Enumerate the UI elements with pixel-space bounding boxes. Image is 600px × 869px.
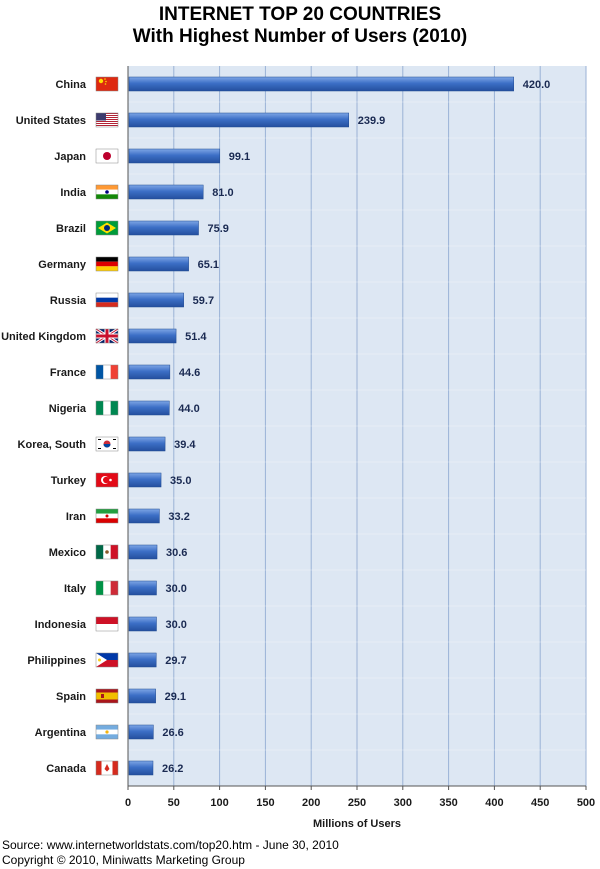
bar-value-label: 26.2 <box>162 763 183 775</box>
x-tick-label: 350 <box>439 797 457 809</box>
flag-united-states-icon <box>95 112 119 128</box>
x-tick-label: 0 <box>125 797 131 809</box>
bar <box>128 652 157 668</box>
bar <box>128 580 157 596</box>
flag-iran-icon <box>95 508 119 524</box>
category-label: France <box>50 367 86 379</box>
bar <box>128 616 157 632</box>
bar <box>128 76 514 92</box>
bar-value-label: 51.4 <box>185 331 207 343</box>
bar-value-label: 39.4 <box>174 439 196 451</box>
chart-title-block: INTERNET TOP 20 COUNTRIES With Highest N… <box>0 4 600 48</box>
chart-title: INTERNET TOP 20 COUNTRIES <box>158 4 442 25</box>
flag-indonesia-icon <box>95 616 119 632</box>
category-label: Korea, South <box>18 439 87 451</box>
flag-italy-icon <box>95 580 119 596</box>
flag-brazil-icon <box>95 220 119 236</box>
category-label: United Kingdom <box>1 331 86 343</box>
bar-value-label: 44.0 <box>178 403 199 415</box>
x-tick-label: 200 <box>302 797 320 809</box>
flag-nigeria-icon <box>95 400 119 416</box>
bar-value-label: 44.6 <box>179 367 200 379</box>
category-label: Spain <box>56 691 86 703</box>
x-tick-label: 500 <box>577 797 595 809</box>
bar-value-label: 33.2 <box>168 511 189 523</box>
category-label: Japan <box>54 151 86 163</box>
x-tick-label: 100 <box>210 797 228 809</box>
bar-value-label: 59.7 <box>193 295 214 307</box>
flag-philippines-icon <box>95 652 119 668</box>
bar <box>128 292 184 308</box>
x-tick-label: 250 <box>348 797 366 809</box>
bar <box>128 724 154 740</box>
category-label: Mexico <box>49 547 87 559</box>
flag-russia-icon <box>95 292 119 308</box>
category-label: Germany <box>38 259 87 271</box>
bar-value-label: 30.6 <box>166 547 187 559</box>
bar <box>128 184 204 200</box>
category-label: China <box>55 79 86 91</box>
bar-value-label: 99.1 <box>229 151 250 163</box>
category-label: Philippines <box>27 655 86 667</box>
bar <box>128 400 170 416</box>
bar-value-label: 75.9 <box>208 223 229 235</box>
category-label: Nigeria <box>49 403 87 415</box>
x-tick-label: 300 <box>394 797 412 809</box>
category-label: Brazil <box>56 223 86 235</box>
flag-argentina-icon <box>95 724 119 740</box>
category-label: Turkey <box>51 475 87 487</box>
source-note: Source: www.internetworldstats.com/top20… <box>2 838 339 868</box>
bar-value-label: 26.6 <box>162 727 183 739</box>
x-tick-label: 400 <box>485 797 503 809</box>
bar <box>128 364 171 380</box>
x-tick-label: 50 <box>168 797 180 809</box>
flag-turkey-icon <box>95 472 119 488</box>
flag-india-icon <box>95 184 119 200</box>
bar-value-label: 30.0 <box>165 619 186 631</box>
bar-value-label: 30.0 <box>165 583 186 595</box>
flag-united-kingdom-icon <box>95 327 119 345</box>
source-line: Source: www.internetworldstats.com/top20… <box>2 838 339 852</box>
bar-value-label: 29.7 <box>165 655 186 667</box>
flag-china-icon <box>95 76 119 92</box>
flag-spain-icon <box>95 688 119 704</box>
category-label: India <box>60 187 87 199</box>
bar <box>128 508 160 524</box>
bar-value-label: 29.1 <box>165 691 186 703</box>
flag-mexico-icon <box>95 544 119 560</box>
category-label: Argentina <box>35 727 87 739</box>
bar-value-label: 239.9 <box>358 115 386 127</box>
bar <box>128 688 156 704</box>
bar-value-label: 35.0 <box>170 475 191 487</box>
flag-france-icon <box>95 364 119 380</box>
flag-south-korea-icon <box>95 436 119 452</box>
copyright-line: Copyright © 2010, Miniwatts Marketing Gr… <box>2 853 245 867</box>
bar-value-label: 420.0 <box>523 79 551 91</box>
category-label: Iran <box>66 511 86 523</box>
category-label: United States <box>16 115 86 127</box>
bar <box>128 436 166 452</box>
bar <box>128 544 158 560</box>
bar-value-label: 65.1 <box>198 259 219 271</box>
bar <box>128 220 199 236</box>
flag-germany-icon <box>95 256 119 272</box>
category-label: Canada <box>46 763 87 775</box>
category-label: Russia <box>50 295 87 307</box>
bar <box>128 112 349 128</box>
bar <box>128 760 154 776</box>
flag-japan-icon <box>95 148 119 164</box>
bar <box>128 328 177 344</box>
category-label: Indonesia <box>35 619 87 631</box>
chart-subtitle: With Highest Number of Users (2010) <box>132 26 468 47</box>
bar <box>128 256 189 272</box>
flag-canada-icon <box>95 760 119 776</box>
x-axis-title: Millions of Users <box>313 818 401 830</box>
bar <box>128 148 221 164</box>
bar <box>128 472 162 488</box>
x-tick-label: 450 <box>531 797 549 809</box>
x-tick-label: 150 <box>256 797 274 809</box>
category-label: Italy <box>64 583 87 595</box>
bar-value-label: 81.0 <box>212 187 233 199</box>
